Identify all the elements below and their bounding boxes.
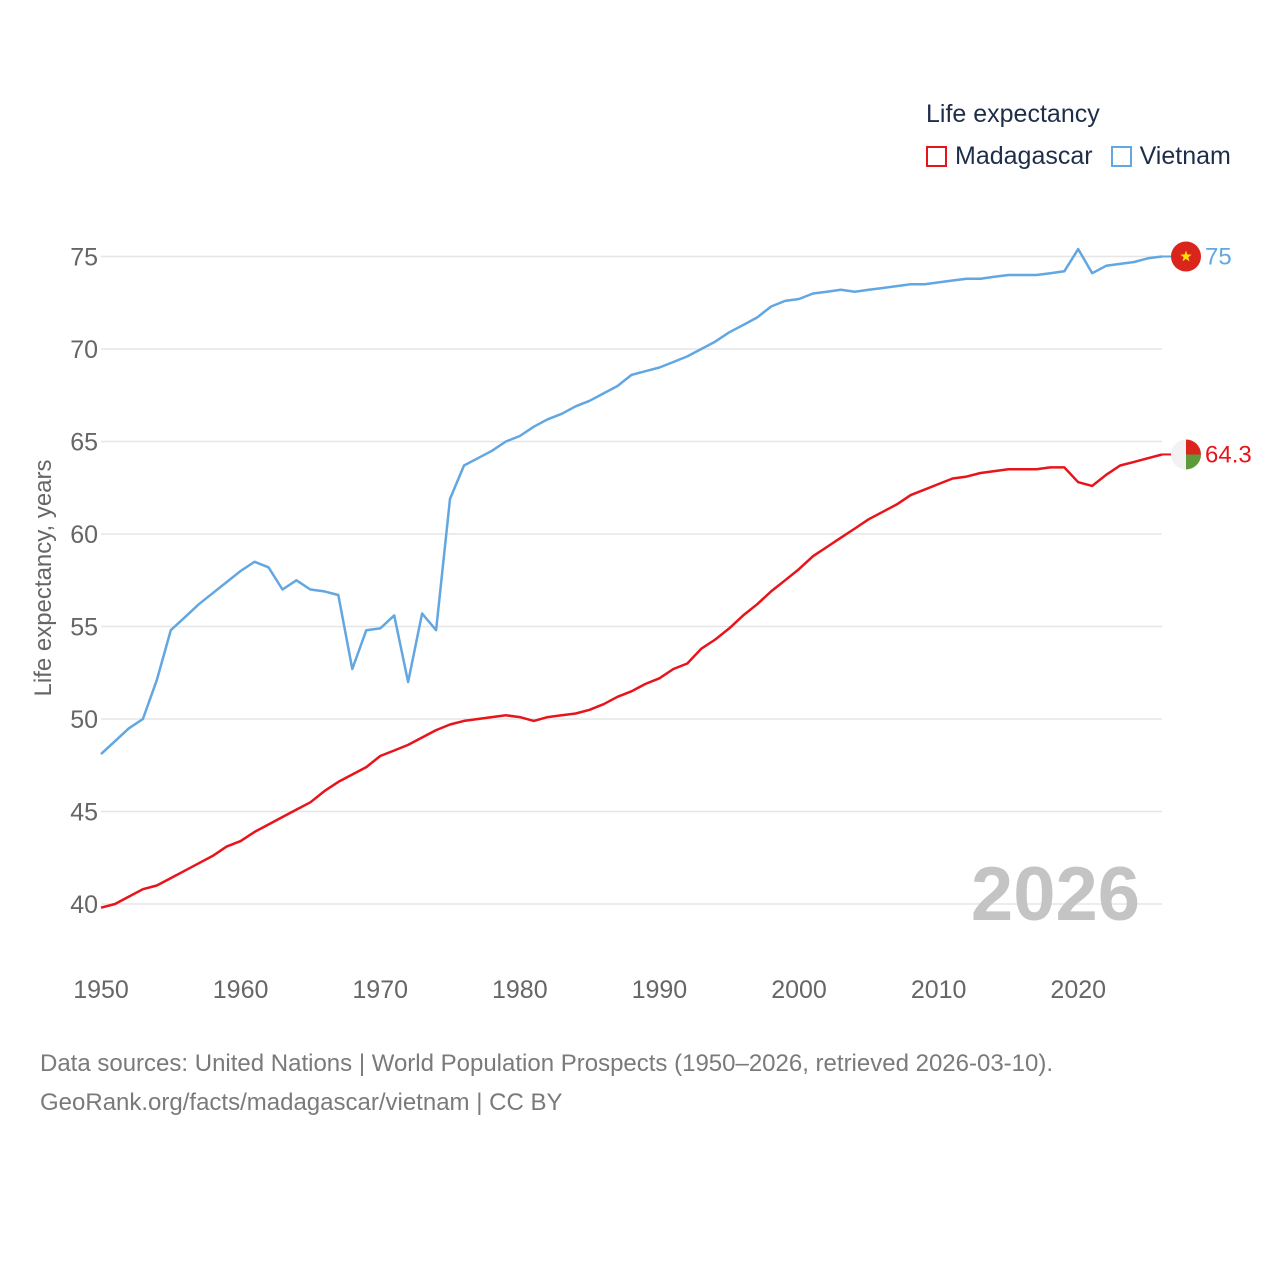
y-tick-label-45: 45 [70,799,98,827]
x-tick-label-1970: 1970 [352,976,408,1004]
legend-item-madagascar[interactable]: Madagascar [926,142,1093,171]
x-tick-label-1950: 1950 [73,976,129,1004]
y-tick-label-60: 60 [70,521,98,549]
legend: Madagascar Vietnam [926,142,1249,171]
y-tick-label-40: 40 [70,891,98,919]
x-tick-label-1960: 1960 [213,976,269,1004]
madagascar-flag-icon [1171,439,1201,470]
y-tick-label-50: 50 [70,706,98,734]
x-tick-label-2000: 2000 [771,976,827,1004]
series-line-vietnam [100,247,1163,756]
source-line-2: GeoRank.org/facts/madagascar/vietnam | C… [40,1089,563,1116]
x-tick-label-2020: 2020 [1050,976,1106,1004]
x-tick-label-1980: 1980 [492,976,548,1004]
legend-title: Life expectancy [926,100,1100,128]
end-markers: 64.3 75 [1162,241,1252,470]
legend-label-madagascar: Madagascar [955,142,1093,170]
y-axis-ticks: 40 45 50 55 60 65 70 75 [70,244,98,920]
madagascar-flag-red-part [1186,439,1201,455]
y-tick-label-70: 70 [70,336,98,364]
end-value-label-vietnam: 75 [1205,244,1232,271]
legend-label-vietnam: Vietnam [1139,142,1231,170]
x-tick-label-2010: 2010 [911,976,967,1004]
end-value-label-madagascar: 64.3 [1205,441,1252,468]
vietnam-flag-star-icon [1180,250,1192,262]
legend-swatch-madagascar [926,146,947,167]
grid-lines [101,255,1162,905]
series-line-madagascar [100,453,1163,909]
madagascar-flag-green-part [1186,454,1201,470]
y-axis-label: Life expectancy, years [30,459,57,696]
series-lines [100,247,1163,909]
x-axis-ticks: 1950 1960 1970 1980 1990 2000 2010 2020 [73,976,1106,1004]
x-tick-label-1990: 1990 [632,976,688,1004]
legend-item-vietnam[interactable]: Vietnam [1110,142,1231,171]
y-tick-label-75: 75 [70,244,98,272]
legend-swatch-vietnam [1110,146,1132,167]
source-note: Data sources: United Nations | World Pop… [40,1044,1053,1122]
source-line-1: Data sources: United Nations | World Pop… [40,1050,1054,1077]
y-tick-label-65: 65 [70,429,98,457]
year-watermark: 2026 [971,852,1140,937]
y-tick-label-55: 55 [70,614,98,642]
